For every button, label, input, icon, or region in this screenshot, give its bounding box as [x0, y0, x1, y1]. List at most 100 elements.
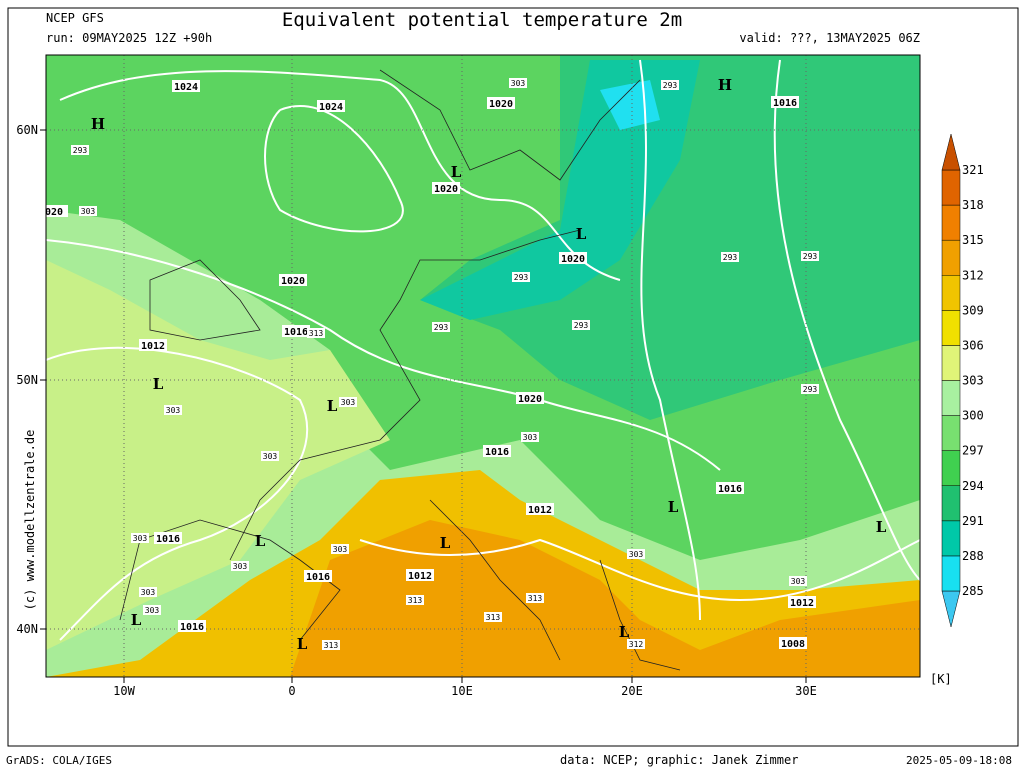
lon-label: 0: [288, 684, 295, 698]
pressure-label: 1016: [306, 572, 330, 583]
theta-label: 293: [803, 252, 818, 261]
pressure-center: L: [131, 611, 142, 629]
pressure-label: 1020: [561, 254, 585, 265]
theta-label: 303: [341, 398, 356, 407]
pressure-center: L: [297, 635, 308, 653]
theta-label: 313: [486, 613, 501, 622]
theta-label: 313: [528, 594, 543, 603]
colorbar-segment: [941, 204, 961, 241]
lat-label: 40N: [16, 622, 38, 636]
pressure-label: 1016: [284, 327, 308, 338]
theta-label-bg: [509, 78, 527, 88]
theta-label-bg: [71, 145, 89, 155]
theta-label: 293: [434, 323, 449, 332]
theta-label: 293: [73, 146, 88, 155]
colorbar-tick-label: 318: [962, 198, 984, 212]
pressure-center: L: [451, 163, 462, 181]
theta-label: 303: [629, 550, 644, 559]
colorbar-triangle: [941, 590, 961, 628]
pressure-label: 1016: [773, 98, 797, 109]
theta-label-bg: [164, 405, 182, 415]
pressure-label-bg: [516, 392, 544, 404]
theta-label: 303: [133, 534, 148, 543]
pressure-center: L: [327, 397, 338, 415]
colorbar-tick-label: 303: [962, 374, 984, 388]
theta-label-bg: [627, 549, 645, 559]
theta-label-bg: [801, 251, 819, 261]
pressure-label: 1012: [141, 341, 165, 352]
theta-label-bg: [307, 328, 325, 338]
theta-label-bg: [131, 533, 149, 543]
theta-label: 303: [791, 577, 806, 586]
theta-label: 293: [723, 253, 738, 262]
colorbar-segment: [941, 169, 961, 206]
theta-label: 303: [81, 207, 96, 216]
pressure-label-bg: [483, 445, 511, 457]
colorbar-tick-label: 297: [962, 444, 984, 458]
colorbar-unit: [K]: [930, 672, 952, 686]
pressure-label-bg: [487, 97, 515, 109]
lon-label: 20E: [621, 684, 643, 698]
colorbar-segment: [941, 415, 961, 451]
colorbar-tick-label: 285: [962, 584, 984, 598]
theta-label-bg: [339, 397, 357, 407]
pressure-label-bg: [526, 503, 554, 515]
colorbar-tick-label: 321: [962, 163, 984, 177]
colorbar-tick-label: 312: [962, 268, 984, 282]
pressure-center: L: [576, 225, 587, 243]
pressure-label: 1024: [319, 102, 343, 113]
theta-label-bg: [79, 206, 97, 216]
pressure-label: 1024: [174, 82, 198, 93]
valid: valid: ???, 13MAY2025 06Z: [739, 31, 920, 45]
pressure-label-bg: [559, 252, 587, 264]
pressure-label: 1016: [180, 622, 204, 633]
colorbar-segment: [941, 555, 961, 592]
colorbar-segment: [941, 275, 961, 311]
theta-label: 303: [263, 452, 278, 461]
colorbar-tick-label: 300: [962, 409, 984, 423]
pressure-label-bg: [304, 570, 332, 582]
theta-label-bg: [484, 612, 502, 622]
theta-label: 303: [333, 545, 348, 554]
frame: [7, 7, 1019, 747]
colorbar-tick-label: 288: [962, 549, 984, 563]
theta-label-bg: [261, 451, 279, 461]
pressure-center: L: [255, 532, 266, 550]
pressure-label-bg: [139, 339, 167, 351]
lon-label: 10W: [113, 684, 135, 698]
lat-label: 60N: [16, 123, 38, 137]
pressure-label-bg: [46, 205, 68, 217]
pressure-label-bg: [788, 596, 816, 608]
pressure-label: 1020: [281, 276, 305, 287]
watermark: (c) www.modellzentrale.de: [23, 430, 37, 611]
theta-label-bg: [432, 322, 450, 332]
theta-label-bg: [322, 640, 340, 650]
pressure-label-bg: [172, 80, 200, 92]
pressure-label: 1012: [528, 505, 552, 516]
pressure-label-bg: [317, 100, 345, 112]
theta-label: 293: [803, 385, 818, 394]
theta-label: 313: [408, 596, 423, 605]
map: 1024 1024 1020 1020 1016 1020 1020 1016 1012 1020…: [46, 55, 920, 677]
colorbar-triangle: [941, 133, 961, 171]
theta-label-bg: [512, 272, 530, 282]
title: Equivalent potential temperature 2m: [282, 9, 682, 31]
colorbar-tick-label: 309: [962, 303, 984, 317]
theta-label: 313: [324, 641, 339, 650]
pressure-label-bg: [432, 182, 460, 194]
pressure-label-bg: [771, 96, 799, 108]
colorbar-segment: [941, 345, 961, 381]
colorbar-segment: [941, 485, 961, 522]
theta-label: 303: [511, 79, 526, 88]
pressure-label: 1016: [485, 447, 509, 458]
lon-label: 30E: [795, 684, 817, 698]
theta-label-bg: [801, 384, 819, 394]
footer-data: data: NCEP; graphic: Janek Zimmer: [560, 753, 798, 767]
pressure-label: 1020: [518, 394, 542, 405]
colorbar-segment: [941, 380, 961, 416]
theta-label-bg: [572, 320, 590, 330]
pressure-label-bg: [154, 532, 182, 544]
lat-label: 50N: [16, 373, 38, 387]
pressure-label: 1016: [156, 534, 180, 545]
theta-label-bg: [789, 576, 807, 586]
